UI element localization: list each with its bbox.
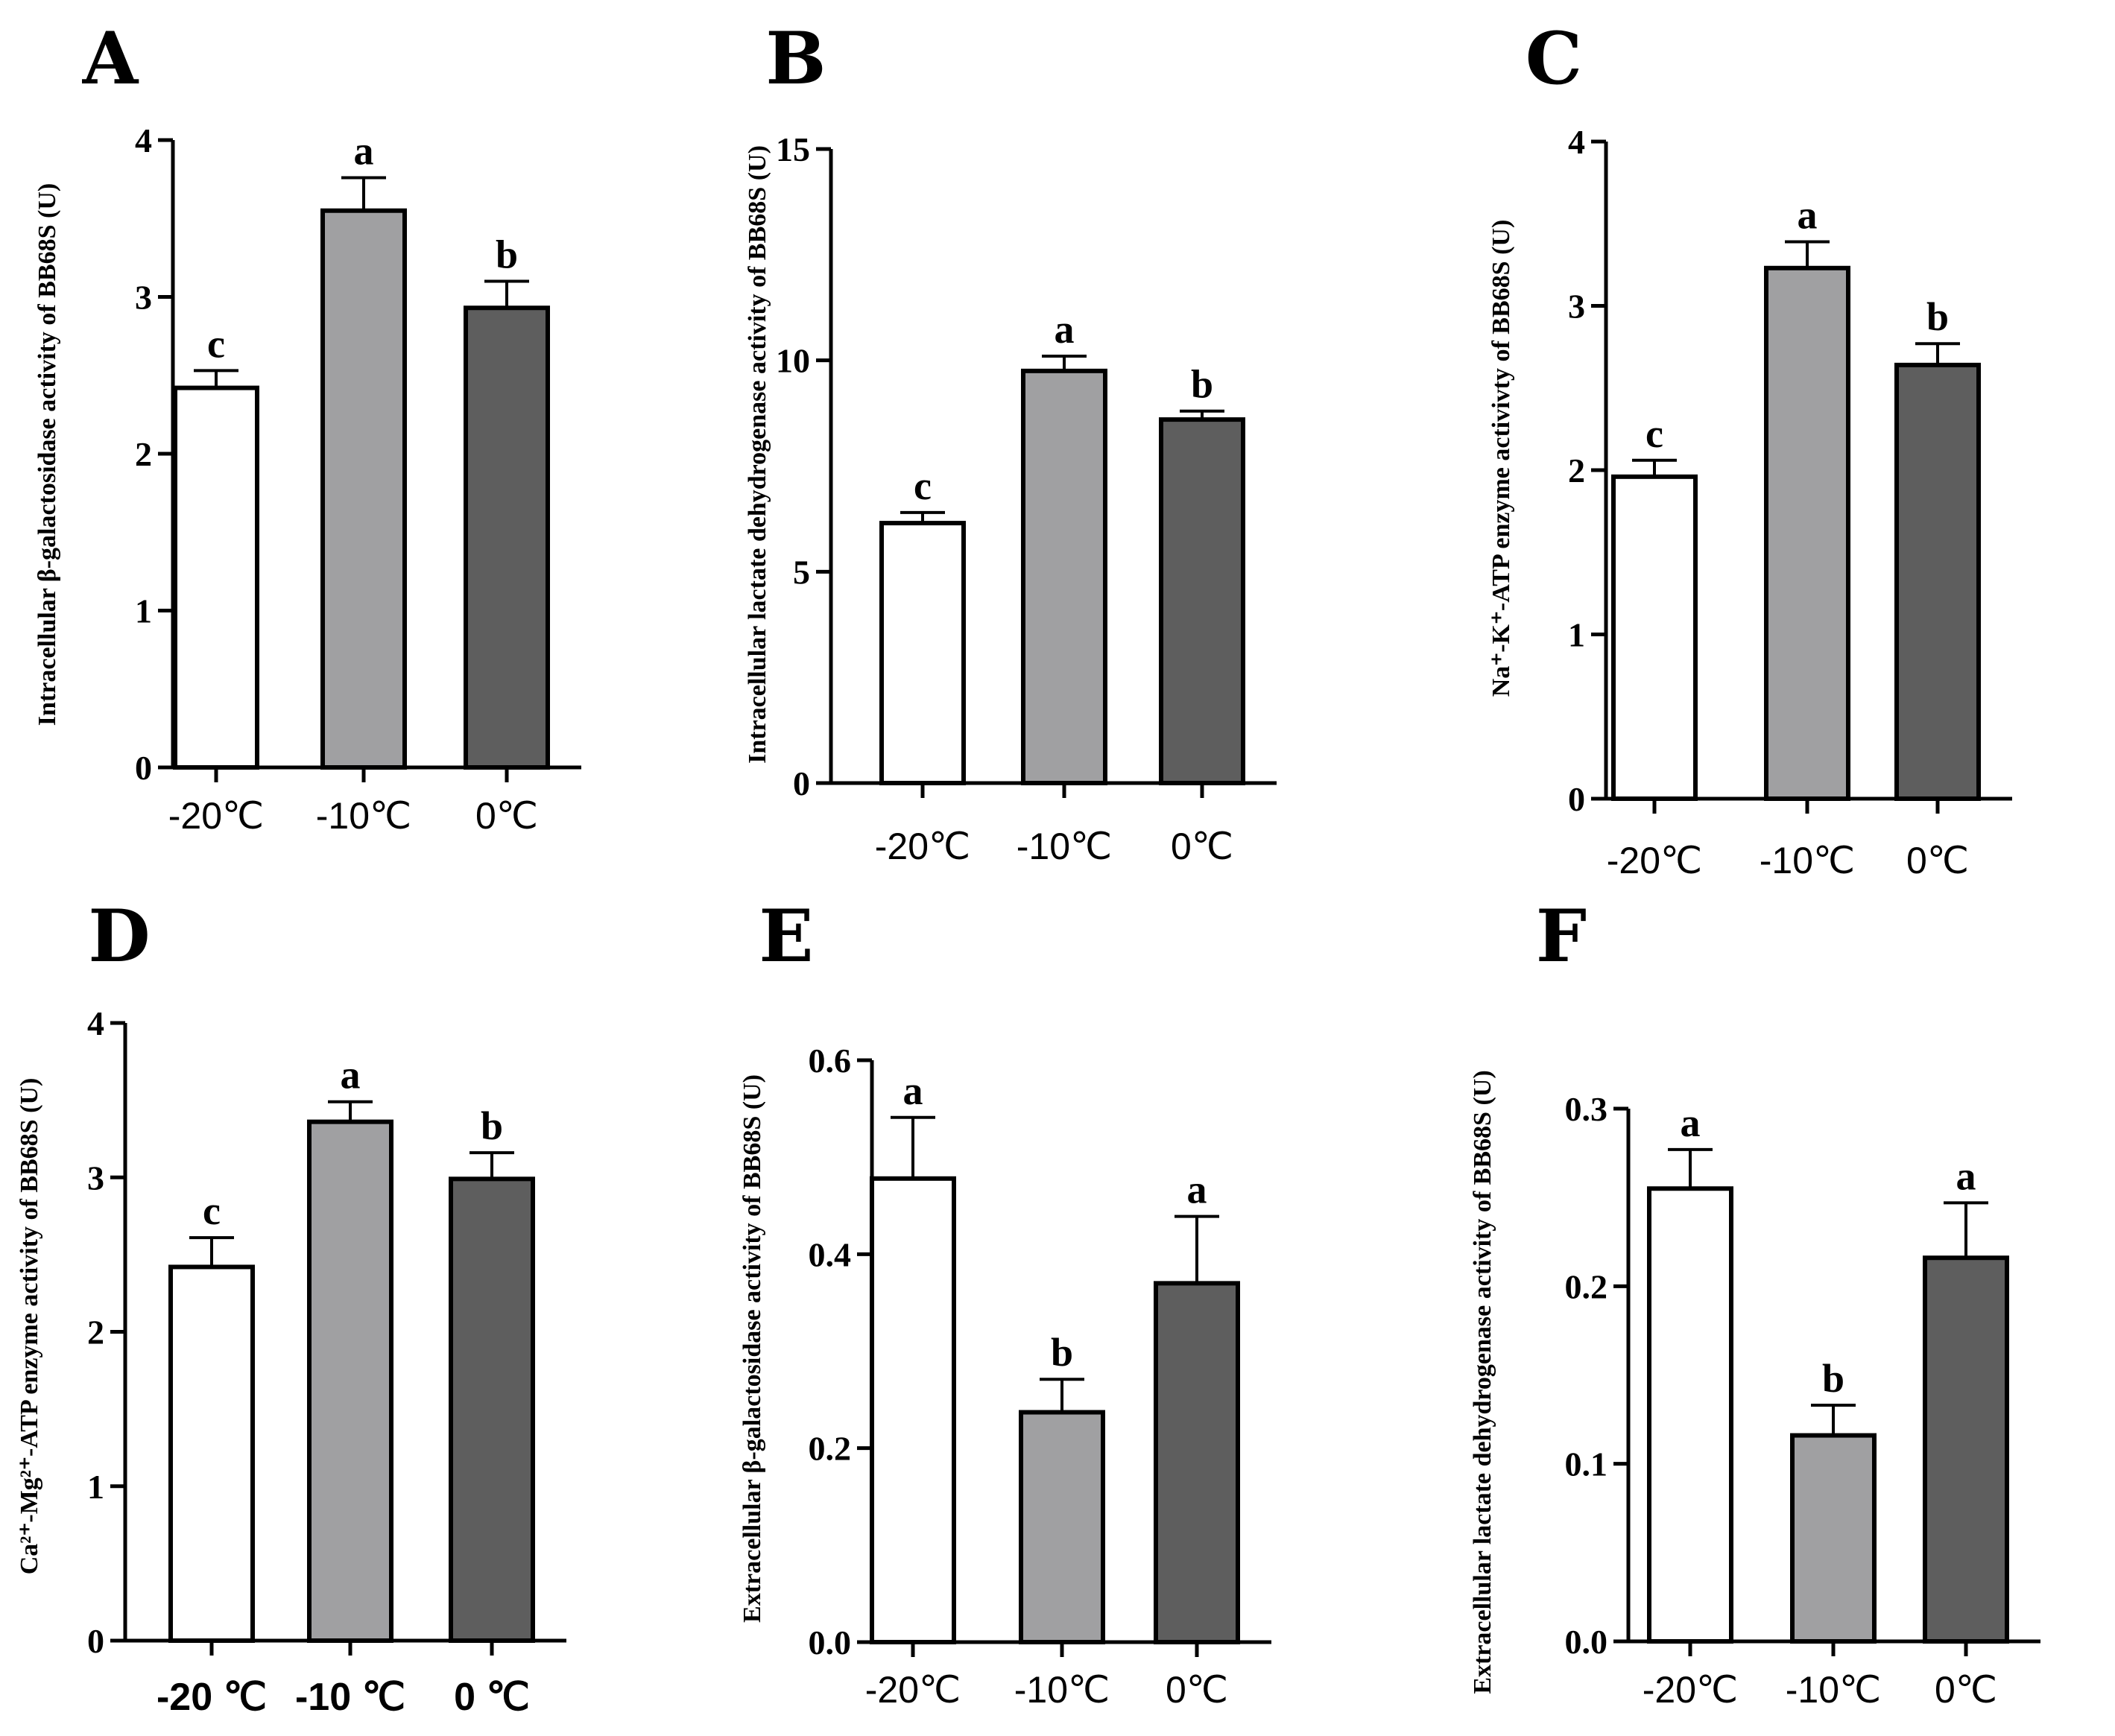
x-tick-label: -20℃ [168, 795, 264, 837]
significance-label: b [1822, 1356, 1844, 1401]
y-tick-label: 0.0 [1565, 1623, 1608, 1661]
y-tick-label: 0 [135, 749, 152, 787]
y-tick-label: 5 [793, 553, 810, 591]
y-tick-label: 0.6 [809, 1042, 852, 1080]
x-tick-label: -20℃ [865, 1669, 961, 1711]
bar-2 [307, 1119, 393, 1643]
x-tick-label: 0℃ [1935, 1669, 1997, 1711]
panel-label-b: B [765, 16, 826, 101]
x-tick-label: -10℃ [1786, 1669, 1881, 1711]
significance-label: c [914, 463, 932, 508]
significance-label: a [1681, 1100, 1701, 1145]
significance-label: b [1051, 1330, 1073, 1375]
bar-1 [1611, 474, 1698, 801]
bar-2 [1019, 1410, 1105, 1644]
y-tick-label: 10 [776, 342, 810, 380]
panel-label-a: A [82, 16, 139, 101]
panel-label-d: D [88, 894, 150, 978]
y-tick-label: 1 [1568, 616, 1585, 654]
y-tick-label: 4 [1568, 123, 1585, 161]
x-tick-label: -20℃ [1643, 1669, 1738, 1711]
bar-2 [1021, 368, 1107, 786]
y-tick-label: 4 [135, 121, 152, 159]
bar-1 [168, 1264, 255, 1643]
x-tick-label: -10 ℃ [295, 1676, 405, 1719]
y-tick-label: 0.4 [809, 1235, 852, 1273]
panel-label-c: C [1526, 16, 1582, 101]
significance-label: b [1191, 362, 1213, 407]
y-tick-label: 0.0 [809, 1623, 852, 1661]
bar-3 [449, 1176, 535, 1643]
bar-3 [464, 305, 550, 770]
x-tick-label: 0℃ [1171, 826, 1233, 867]
significance-label: a [903, 1068, 923, 1113]
significance-label: a [354, 129, 374, 174]
y-axis-label: Intracellular lactate dehydrogenase acti… [744, 145, 771, 764]
significance-label: c [203, 1188, 221, 1233]
y-tick-label: 3 [135, 279, 152, 317]
y-tick-label: 3 [1568, 288, 1585, 326]
x-tick-label: -10℃ [1760, 840, 1855, 881]
y-tick-label: 0 [793, 764, 810, 802]
y-tick-label: 1 [135, 592, 152, 630]
x-tick-label: -20℃ [1607, 840, 1702, 881]
y-axis-label: Extracellular lactate dehydrogenase acti… [1469, 1070, 1496, 1694]
y-tick-label: 4 [87, 1004, 104, 1042]
significance-label: a [341, 1053, 361, 1097]
bar-1 [870, 1176, 956, 1644]
significance-label: a [1798, 193, 1818, 238]
y-tick-label: 2 [87, 1314, 104, 1352]
x-tick-label: -10℃ [1017, 826, 1112, 867]
y-tick-label: 0 [1568, 780, 1585, 818]
significance-label: a [1187, 1168, 1207, 1212]
significance-label: b [1926, 294, 1949, 339]
x-tick-label: -10℃ [316, 795, 411, 837]
x-tick-label: 0 ℃ [454, 1676, 530, 1719]
y-axis-label: Extracellular β-galactosidase activity o… [739, 1074, 766, 1623]
y-axis-label: Na⁺-K⁺-ATP enzyme activivty of BB68S (U) [1488, 220, 1515, 697]
panel-label-e: E [759, 894, 813, 978]
bar-1 [879, 521, 966, 786]
y-tick-label: 2 [1568, 452, 1585, 490]
x-tick-label: -20℃ [875, 826, 970, 867]
x-tick-label: -10℃ [1014, 1669, 1110, 1711]
y-tick-label: 3 [87, 1159, 104, 1197]
x-tick-label: 0℃ [1166, 1669, 1228, 1711]
y-tick-label: 0.2 [809, 1430, 852, 1468]
y-axis-label: Ca²⁺-Mg²⁺-ATP enzyme activity of BB68S (… [16, 1078, 43, 1575]
bar-1 [173, 385, 259, 770]
y-tick-label: 0.2 [1565, 1267, 1608, 1305]
y-axis-label: Intracellular β-galactosidase activity o… [34, 183, 61, 726]
y-tick-label: 0.3 [1565, 1090, 1608, 1128]
x-tick-label: 0℃ [1906, 840, 1969, 881]
significance-label: a [1055, 307, 1075, 352]
y-tick-label: 0 [87, 1622, 104, 1660]
bar-3 [1894, 362, 1981, 801]
significance-label: c [1645, 411, 1663, 456]
bar-3 [1154, 1281, 1240, 1644]
y-tick-label: 2 [135, 435, 152, 473]
bar-2 [320, 208, 407, 770]
x-tick-label: -20 ℃ [157, 1676, 267, 1719]
y-tick-label: 15 [776, 130, 810, 168]
significance-label: a [1956, 1153, 1976, 1198]
significance-label: b [496, 232, 518, 276]
x-tick-label: 0℃ [475, 795, 538, 837]
panel-label-f: F [1536, 894, 1587, 978]
bar-3 [1159, 417, 1245, 785]
bar-2 [1790, 1433, 1877, 1644]
significance-label: b [481, 1103, 503, 1148]
y-tick-label: 0.1 [1565, 1445, 1608, 1483]
significance-label: c [207, 321, 225, 366]
bar-3 [1923, 1255, 2009, 1644]
bar-2 [1764, 265, 1850, 802]
bar-1 [1647, 1186, 1733, 1644]
y-tick-label: 1 [87, 1468, 104, 1506]
